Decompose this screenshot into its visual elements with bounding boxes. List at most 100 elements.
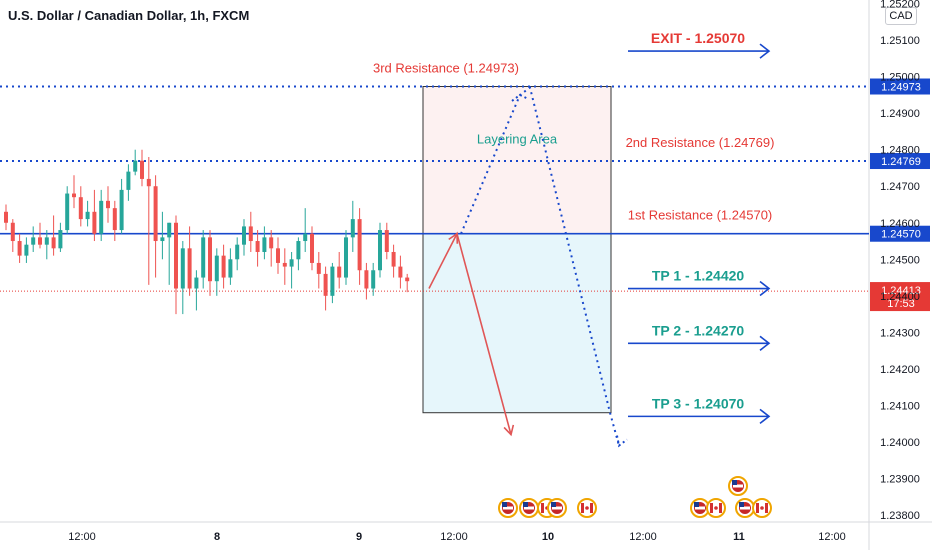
candle-body (99, 200, 104, 234)
us-flag-stripe (503, 506, 513, 510)
target-arrowhead (759, 43, 771, 59)
x-axis-tick-label: 12:00 (440, 531, 468, 543)
us-flag-stripe (733, 484, 743, 488)
ca-flag-bar (590, 503, 593, 513)
red-projection-arrowhead (503, 424, 515, 437)
candle-body (228, 259, 233, 278)
y-axis-tick-label: 1.23800 (880, 510, 920, 522)
candle-body (51, 237, 56, 249)
zones-layer: Layering Area (422, 86, 612, 414)
ca-flag-bar (541, 503, 544, 513)
target-arrowhead (759, 335, 771, 351)
y-axis-tick-label: 1.25100 (880, 35, 920, 47)
x-axis-tick-label: 10 (542, 531, 554, 543)
us-flag-canton (739, 502, 744, 507)
target-arrowhead (759, 280, 771, 297)
candle-body (160, 237, 165, 242)
candle-body (4, 211, 8, 223)
us-flag-stripe (740, 506, 750, 510)
candle-body (378, 230, 382, 271)
candle-body (167, 222, 172, 238)
candle-body (289, 259, 294, 267)
candle-body (38, 237, 42, 245)
candle-body (201, 237, 206, 278)
chart-title: U.S. Dollar / Canadian Dollar, 1h, FXCM (8, 8, 250, 23)
us-flag-canton (523, 502, 528, 507)
red-projection-arrowhead (448, 232, 459, 244)
zone-box (422, 233, 612, 414)
x-axis-tick-label: 9 (356, 531, 362, 543)
flags-layer (498, 476, 772, 518)
candle-body (316, 262, 321, 274)
currency-badge[interactable]: CAD (885, 7, 917, 25)
candle-body (78, 197, 83, 220)
candle-body (72, 193, 76, 198)
candle-body (10, 222, 15, 242)
us-flag-stripe (524, 506, 534, 510)
x-axis-layer: 12:00 8 9 12:00 10 12:00 11 12:00 (68, 531, 846, 543)
ca-flag-bar (581, 503, 584, 513)
candle-body (140, 160, 144, 179)
ca-flag-leaf (585, 506, 589, 510)
candle-body (221, 255, 226, 278)
candle-body (187, 248, 192, 289)
x-axis-tick-label: 12:00 (629, 531, 657, 543)
candle-body (119, 189, 124, 231)
blue-projection-arrowhead (511, 93, 529, 102)
price-tag (870, 225, 930, 242)
ca-flag-bar (765, 503, 768, 513)
resistance-label: 1st Resistance (1.24570) (628, 208, 773, 223)
blue-projection-path (460, 85, 620, 446)
candle-body (17, 241, 22, 256)
y-axis-tick-label: 1.24900 (880, 108, 920, 120)
candle-body (214, 255, 219, 282)
ca-flag-bar (710, 503, 713, 513)
ca-flag-leaf (760, 506, 764, 510)
candles-layer (4, 149, 410, 315)
candle-body (276, 248, 280, 263)
targets-layer: EXIT - 1.25070 TP 1 - 1.24420 TP 2 - 1.242… (628, 30, 771, 425)
candle-body (208, 237, 212, 282)
candle-body (357, 219, 362, 271)
ca-flag-bar (756, 503, 759, 513)
us-flag-canton (694, 502, 699, 507)
candle-body (106, 200, 110, 209)
y-axis-tick-label: 1.23900 (880, 473, 920, 485)
y-axis-tick-label: 1.24700 (880, 181, 920, 193)
candle-body (92, 211, 97, 234)
ca-flag-leaf (714, 506, 718, 510)
target-label: TP 1 - 1.24420 (652, 268, 745, 284)
us-flag-stripe (695, 506, 705, 510)
target-arrowhead (759, 408, 771, 425)
x-axis-tick-label: 12:00 (68, 531, 96, 543)
y-axis-tick-label: 1.24500 (880, 254, 920, 266)
candle-body (153, 186, 158, 242)
resistance-label: 3rd Resistance (1.24973) (373, 61, 519, 76)
candle-body (269, 237, 274, 249)
candle-body (371, 270, 376, 289)
candle-body (44, 237, 49, 245)
price-tag (870, 78, 930, 95)
price-tag (870, 153, 930, 170)
target-label: TP 2 - 1.24270 (652, 322, 745, 338)
us-flag-canton (551, 502, 556, 507)
y-axis-tick-label: 1.24600 (880, 218, 920, 230)
candle-body (85, 211, 90, 220)
projection-layer (428, 85, 628, 448)
candle-body (255, 241, 260, 252)
countdown-label: 17:53 (887, 298, 915, 310)
candle-body (194, 277, 199, 289)
candle-body (282, 262, 287, 267)
target-label: TP 3 - 1.24070 (652, 395, 745, 411)
candle-body (405, 277, 410, 282)
candle-body (364, 270, 369, 289)
y-axis-tick-label: 1.25000 (880, 72, 920, 84)
candle-body (174, 222, 178, 289)
current-price-tag (870, 282, 930, 312)
candle-body (180, 248, 185, 289)
candle-body (323, 273, 328, 296)
candle-body (296, 241, 301, 260)
us-flag-stripe (552, 506, 562, 510)
blue-projection-arrowhead (616, 435, 628, 448)
